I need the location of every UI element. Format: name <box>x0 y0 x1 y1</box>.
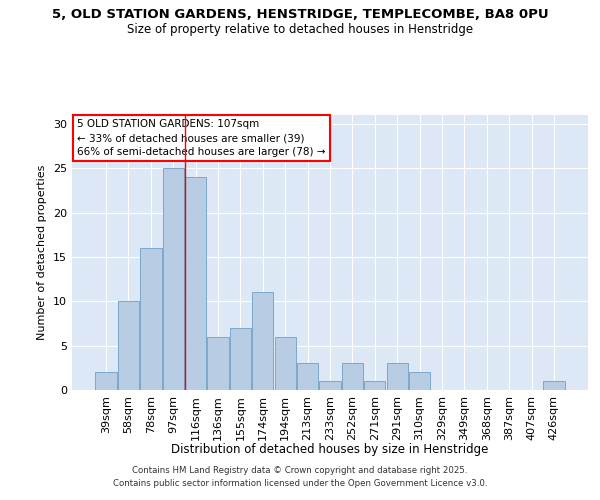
Bar <box>386 364 408 390</box>
Text: Contains HM Land Registry data © Crown copyright and database right 2025.
Contai: Contains HM Land Registry data © Crown c… <box>113 466 487 487</box>
Bar <box>140 248 161 390</box>
Bar <box>275 337 296 390</box>
Text: 5 OLD STATION GARDENS: 107sqm
← 33% of detached houses are smaller (39)
66% of s: 5 OLD STATION GARDENS: 107sqm ← 33% of d… <box>77 119 326 157</box>
Bar <box>95 372 117 390</box>
Bar <box>319 381 341 390</box>
Bar <box>252 292 274 390</box>
Bar <box>543 381 565 390</box>
Text: Size of property relative to detached houses in Henstridge: Size of property relative to detached ho… <box>127 22 473 36</box>
Bar <box>208 337 229 390</box>
Bar <box>118 302 139 390</box>
Bar <box>409 372 430 390</box>
Text: 5, OLD STATION GARDENS, HENSTRIDGE, TEMPLECOMBE, BA8 0PU: 5, OLD STATION GARDENS, HENSTRIDGE, TEMP… <box>52 8 548 20</box>
Bar <box>342 364 363 390</box>
Bar <box>163 168 184 390</box>
Bar <box>297 364 318 390</box>
Bar <box>230 328 251 390</box>
Bar <box>364 381 385 390</box>
Y-axis label: Number of detached properties: Number of detached properties <box>37 165 47 340</box>
Bar <box>185 177 206 390</box>
Text: Distribution of detached houses by size in Henstridge: Distribution of detached houses by size … <box>172 442 488 456</box>
